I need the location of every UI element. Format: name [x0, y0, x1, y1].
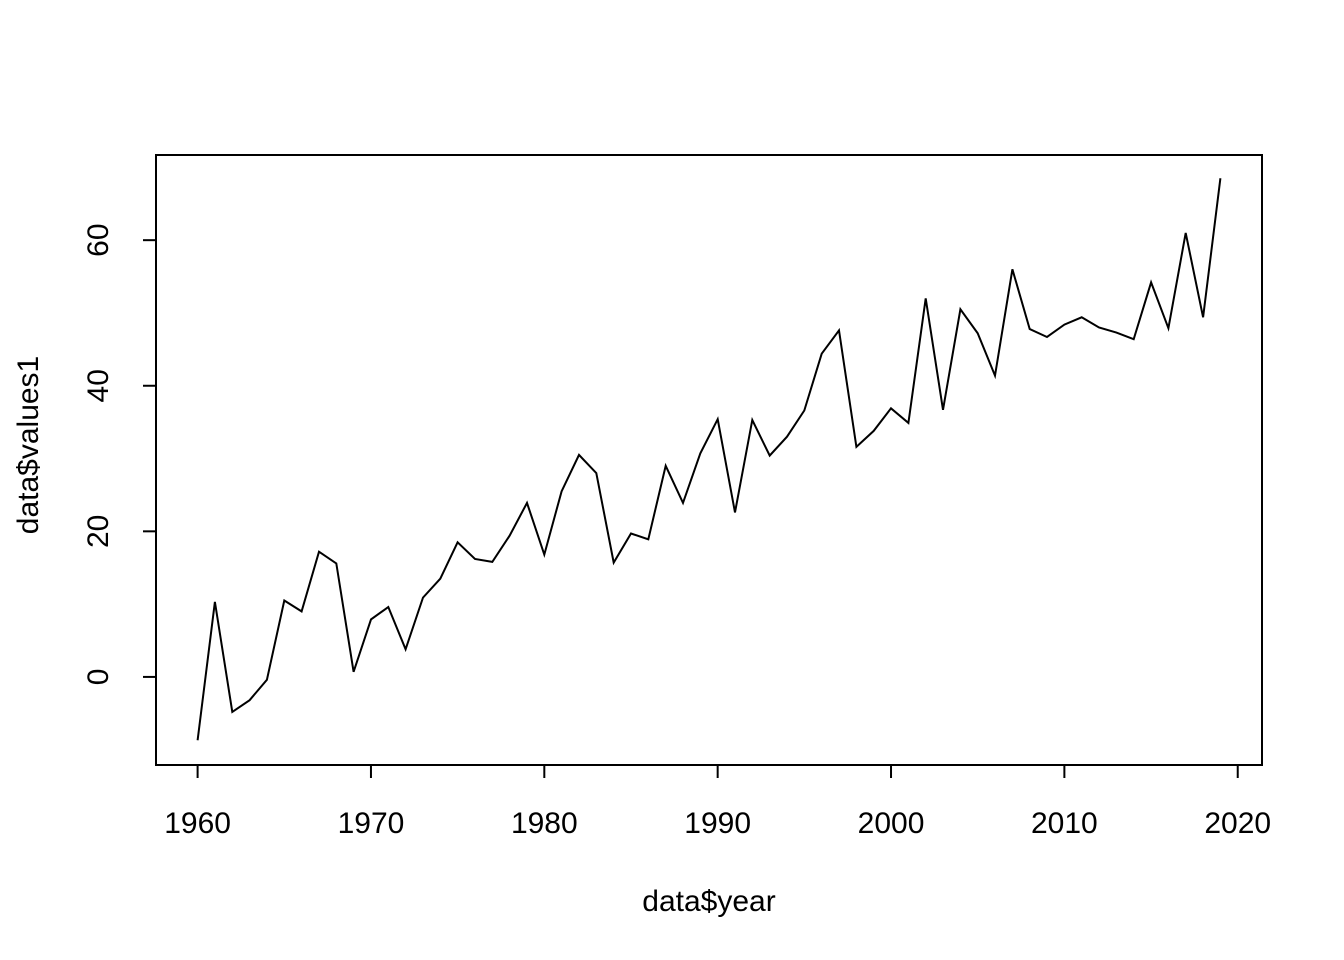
x-axis-title: data$year: [642, 885, 775, 918]
x-tick-label: 1990: [684, 807, 751, 840]
y-tick-label: 0: [82, 669, 115, 686]
y-axis-title: data$values1: [12, 356, 45, 534]
x-tick-label: 2000: [858, 807, 925, 840]
x-tick-label: 2010: [1031, 807, 1098, 840]
y-tick-label: 60: [82, 223, 115, 256]
x-tick-label: 1980: [511, 807, 578, 840]
x-tick-label: 2020: [1204, 807, 1271, 840]
data-series-line: [196, 178, 1222, 741]
y-tick-label: 20: [82, 515, 115, 548]
x-tick-label: 1970: [338, 807, 405, 840]
plot-border: [155, 154, 1263, 766]
x-tick-label: 1960: [164, 807, 231, 840]
y-tick-label: 40: [82, 369, 115, 402]
